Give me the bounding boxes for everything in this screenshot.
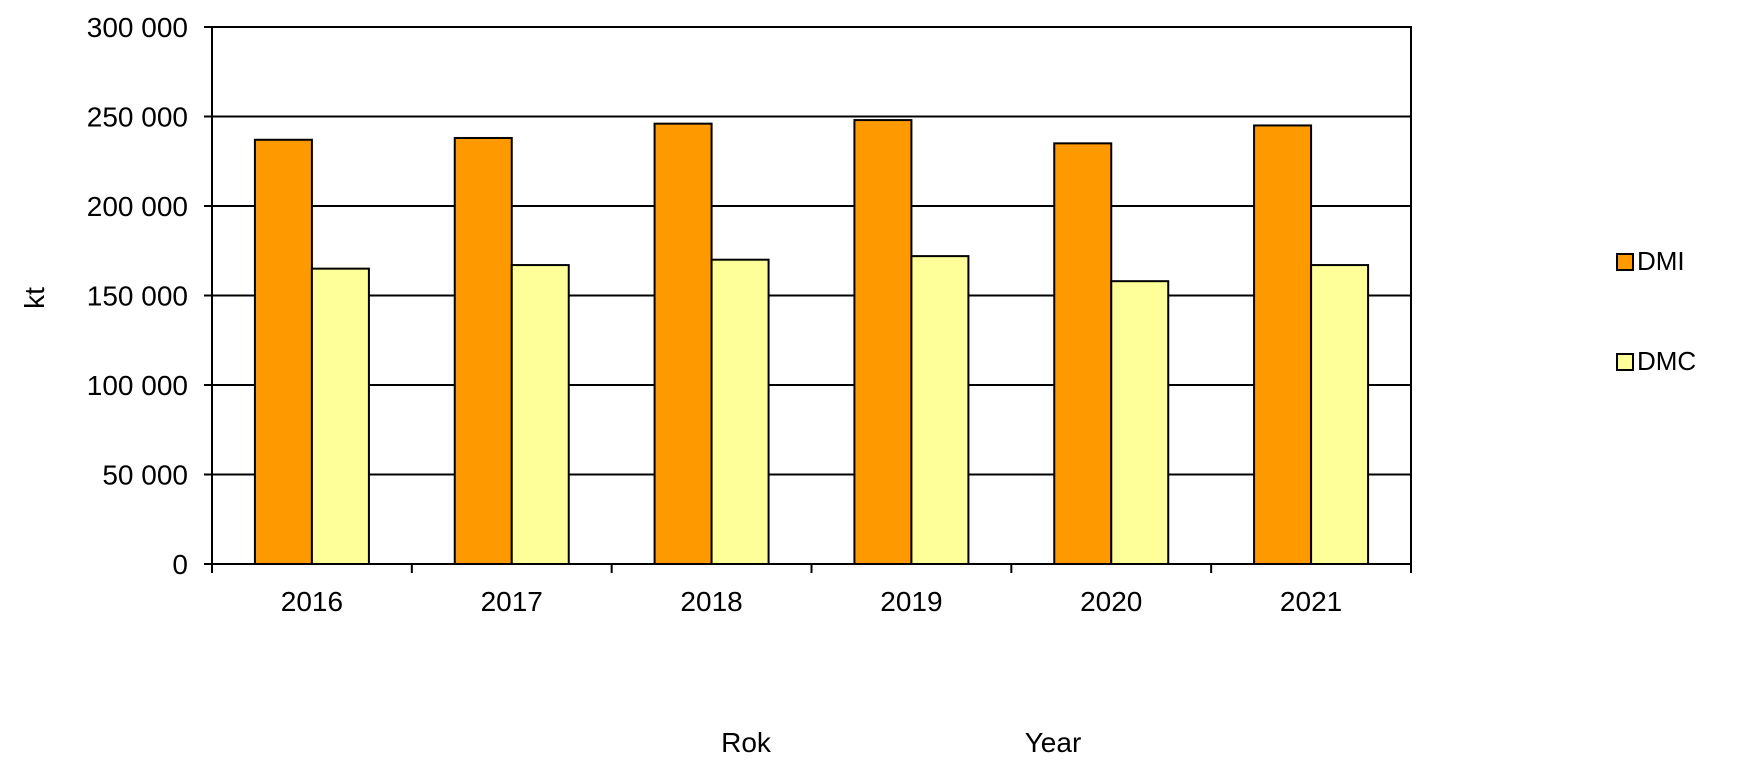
- axes: [204, 26, 1412, 573]
- x-category-labels: 2016 2017 2018 2019 2020 2021: [281, 586, 1342, 617]
- bar-dmc-2017: [510, 264, 570, 565]
- bar-dmi-2018: [653, 122, 713, 565]
- y-tick-label: 300 000: [87, 12, 188, 43]
- x-axis-label-year: Year: [1025, 727, 1082, 758]
- bar-dmi-2019: [853, 119, 913, 566]
- legend-label-dmc: DMC: [1637, 346, 1696, 376]
- y-tick-labels: 0 50 000 100 000 150 000 200 000 250 000 300 0…: [87, 12, 188, 580]
- y-axis-label: kt: [19, 287, 50, 309]
- y-tick-label: 150 000: [87, 281, 188, 312]
- legend: DMI DMC: [1616, 246, 1696, 376]
- bar-dmi-2016: [253, 138, 313, 566]
- bar-dmi-2017: [453, 136, 513, 565]
- x-category-label: 2019: [880, 586, 942, 617]
- legend-label-dmi: DMI: [1637, 246, 1685, 276]
- y-tick-label: 0: [172, 549, 188, 580]
- bars: [253, 119, 1370, 566]
- bar-dmc-2019: [910, 255, 970, 565]
- y-tick-label: 200 000: [87, 191, 188, 222]
- y-tick-label: 250 000: [87, 102, 188, 133]
- bar-dmi-2020: [1053, 142, 1113, 565]
- x-category-label: 2020: [1080, 586, 1142, 617]
- bar-dmc-2021: [1310, 264, 1370, 565]
- bar-dmc-2018: [710, 258, 770, 565]
- x-category-label: 2017: [481, 586, 543, 617]
- x-category-label: 2021: [1280, 586, 1342, 617]
- x-category-label: 2016: [281, 586, 343, 617]
- legend-swatch-dmi: [1616, 253, 1634, 271]
- y-tick-label: 50 000: [102, 460, 188, 491]
- bar-dmc-2020: [1110, 280, 1170, 565]
- gridlines: [212, 115, 1411, 476]
- y-tick-label: 100 000: [87, 370, 188, 401]
- bar-dmi-2021: [1253, 124, 1313, 565]
- legend-swatch-dmc: [1616, 353, 1634, 371]
- bar-dmc-2016: [310, 267, 370, 565]
- x-axis-label-rok: Rok: [721, 727, 772, 758]
- x-category-label: 2018: [680, 586, 742, 617]
